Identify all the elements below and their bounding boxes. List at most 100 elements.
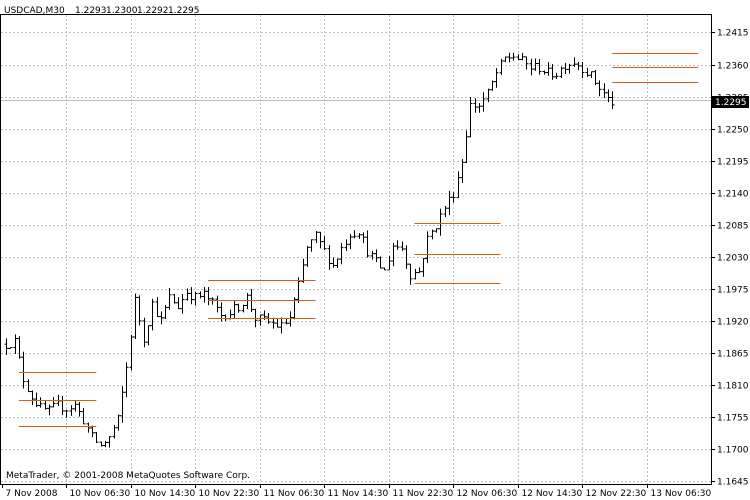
y-tick-label: 1.1700 bbox=[717, 446, 749, 456]
ohlc-bar bbox=[77, 401, 82, 417]
ohlc-bar bbox=[69, 405, 74, 416]
ohlc-bar bbox=[499, 58, 504, 75]
ohlc-bar bbox=[370, 250, 375, 260]
ohlc-bar bbox=[296, 277, 301, 304]
ohlc-bar bbox=[524, 56, 529, 70]
ohlc-bar bbox=[236, 303, 241, 313]
range-box bbox=[612, 53, 699, 83]
ohlc-bar bbox=[494, 68, 499, 88]
y-tick-label: 1.1920 bbox=[717, 318, 749, 328]
x-tick-label: 12 Nov 14:30 bbox=[522, 489, 583, 499]
ohlc-bar bbox=[606, 89, 611, 103]
ohlc-bar bbox=[155, 297, 160, 318]
ohlc-bar bbox=[460, 158, 465, 184]
ohlc-bar bbox=[425, 231, 430, 263]
x-tick-label: 11 Nov 06:30 bbox=[264, 489, 325, 499]
range-box bbox=[18, 372, 97, 427]
x-tick-label: 10 Nov 22:30 bbox=[199, 489, 260, 499]
ohlc-bar bbox=[142, 317, 147, 348]
ohlc-bar bbox=[378, 256, 383, 269]
ohlc-bar bbox=[314, 231, 319, 244]
ohlc-bar bbox=[215, 295, 220, 313]
ohlc-bar bbox=[529, 58, 534, 76]
price-bars bbox=[4, 52, 615, 448]
y-tick-label: 1.2250 bbox=[717, 126, 749, 136]
ohlc-bar bbox=[554, 72, 559, 79]
ohlc-bar bbox=[206, 286, 211, 306]
ohlc-bar bbox=[301, 258, 306, 283]
ohlc-bar bbox=[395, 240, 400, 250]
ohlc-bar bbox=[133, 293, 138, 339]
ohlc-bar bbox=[400, 241, 405, 251]
ohlc-bar bbox=[404, 245, 409, 270]
y-tick-label: 1.2415 bbox=[717, 29, 749, 39]
ohlc-bar bbox=[408, 263, 413, 285]
ohlc-bar bbox=[129, 334, 134, 371]
ohlc-bar bbox=[486, 88, 491, 103]
ohlc-bar bbox=[150, 298, 155, 331]
ohlc-bar bbox=[585, 67, 590, 77]
ohlc-bar bbox=[172, 294, 177, 304]
ohlc-bar bbox=[232, 300, 237, 319]
price-marker-bg bbox=[712, 96, 749, 108]
ohlc-bar bbox=[116, 414, 121, 431]
ohlc-bar bbox=[361, 232, 366, 244]
y-tick-label: 1.1865 bbox=[717, 350, 749, 360]
ohlc-bar bbox=[572, 57, 577, 67]
ohlc-bar bbox=[511, 52, 516, 61]
ohlc-bar bbox=[4, 338, 9, 356]
ohlc-bar bbox=[477, 103, 482, 113]
ohlc-bar bbox=[468, 96, 473, 138]
ohlc-bar bbox=[430, 229, 435, 240]
ohlc-bar bbox=[576, 61, 581, 71]
ohlc-bar bbox=[567, 63, 572, 74]
ohlc-bar bbox=[434, 228, 439, 233]
x-tick-label: 13 Nov 06:30 bbox=[651, 489, 712, 499]
ohlc-bar bbox=[451, 192, 456, 203]
ohlc-bar bbox=[352, 230, 357, 239]
ohlc-bar bbox=[284, 318, 289, 325]
ohlc-bar bbox=[327, 245, 332, 270]
ohlc-bar bbox=[331, 257, 336, 268]
ohlc-bar bbox=[167, 287, 172, 310]
ohlc-bar bbox=[391, 242, 396, 267]
ohlc-bar bbox=[120, 386, 125, 423]
ohlc-bar bbox=[481, 92, 486, 112]
plot-frame bbox=[0, 14, 712, 485]
range-box bbox=[208, 280, 316, 319]
y-tick-label: 1.2360 bbox=[717, 62, 749, 72]
x-tick-label: 12 Nov 22:30 bbox=[586, 489, 647, 499]
ohlc-bar bbox=[339, 242, 344, 265]
ohlc-bar bbox=[90, 425, 95, 438]
ohlc-bar bbox=[542, 70, 547, 75]
x-tick-label: 7 Nov 2008 bbox=[6, 489, 58, 499]
ohlc-bar bbox=[516, 54, 521, 60]
ohlc-bar bbox=[546, 62, 551, 76]
ohlc-bar bbox=[348, 234, 353, 250]
ohlc-bar bbox=[357, 233, 362, 239]
ohlc-bar bbox=[51, 397, 56, 408]
range-box bbox=[414, 223, 501, 284]
ohlc-bar bbox=[94, 432, 99, 444]
ohlc-bar bbox=[382, 267, 387, 271]
x-tick-label: 11 Nov 22:30 bbox=[393, 489, 454, 499]
ohlc-bar bbox=[473, 98, 478, 113]
ohlc-bar bbox=[443, 206, 448, 218]
ohlc-bar bbox=[559, 66, 564, 79]
ohlc-bar bbox=[309, 239, 314, 252]
ohlc-bar bbox=[597, 80, 602, 97]
ohlc-bar bbox=[490, 80, 495, 91]
price-marker-label: 1.2295 bbox=[715, 98, 747, 108]
ohlc-bar bbox=[417, 267, 422, 274]
ohlc-bar bbox=[73, 400, 78, 412]
ohlc-bar bbox=[26, 379, 31, 393]
ohlc-bar bbox=[550, 64, 555, 80]
current-price-marker: 1.2295 bbox=[712, 96, 749, 108]
y-tick-label: 1.2140 bbox=[717, 190, 749, 200]
ohlc-bar bbox=[533, 58, 538, 71]
ohlc-bar bbox=[456, 171, 461, 199]
header-low: 1.2292 bbox=[137, 6, 169, 16]
ohlc-bar bbox=[413, 268, 418, 280]
ohlc-bar bbox=[275, 317, 280, 328]
